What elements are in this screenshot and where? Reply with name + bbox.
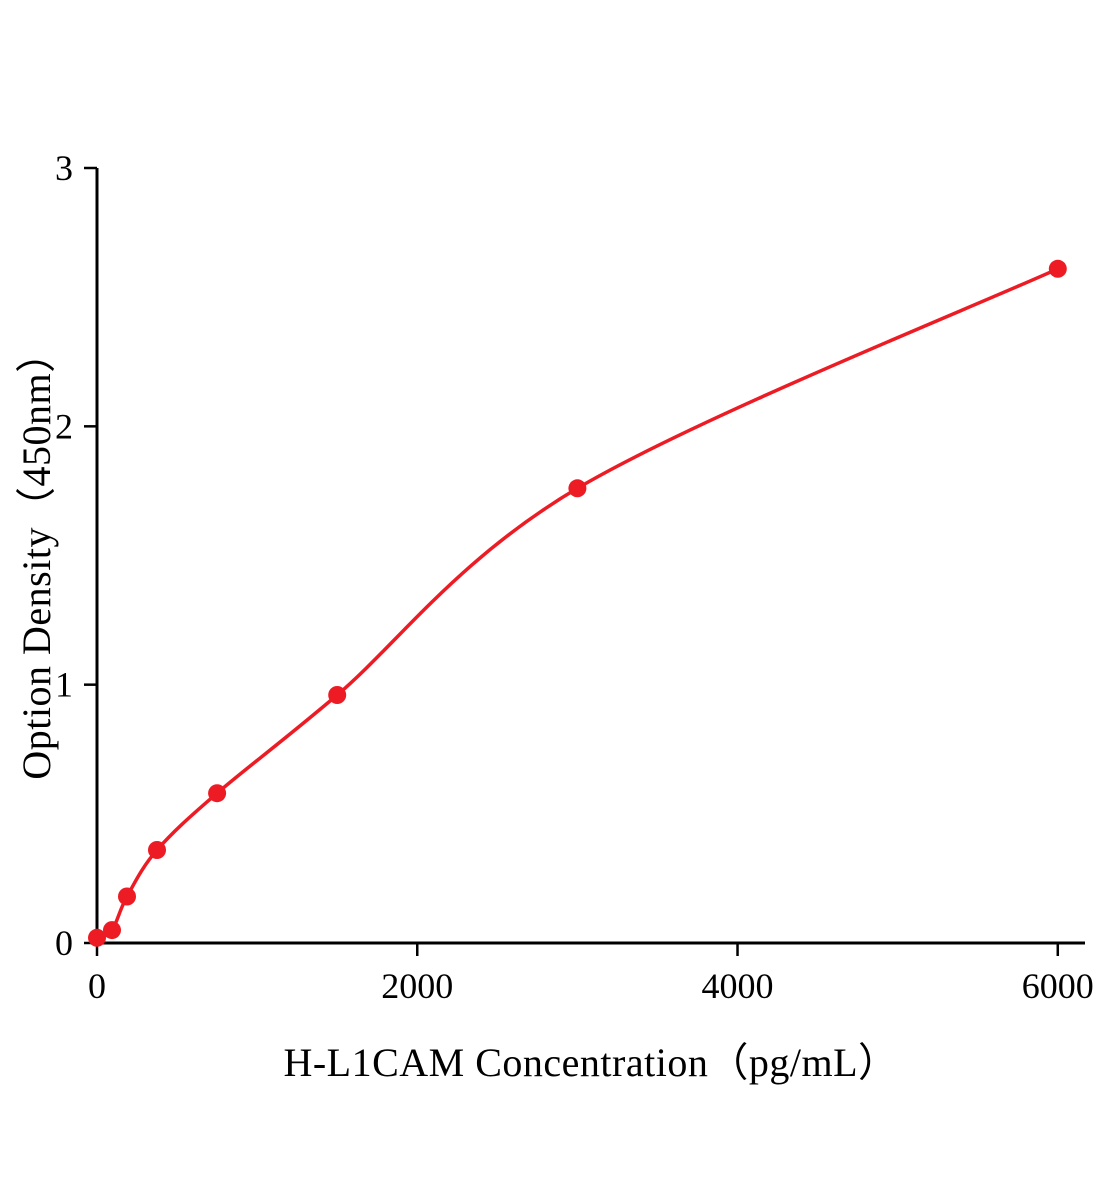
data-point [88,928,106,947]
y-tick-label: 2 [55,406,73,446]
data-point [103,921,121,940]
data-point [1048,259,1067,278]
data-point [568,479,587,498]
x-tick-label: 2000 [381,966,453,1006]
y-axis-label: Option Density（450nm） [14,332,59,780]
y-tick-label: 1 [55,665,73,705]
data-point [148,841,166,859]
x-tick-label: 4000 [702,966,774,1006]
x-tick-label: 6000 [1022,966,1094,1006]
fit-curve [95,267,1060,940]
y-tick-label: 3 [55,148,73,188]
data-point [118,887,136,906]
x-tick-label: 0 [88,966,106,1006]
y-tick-label: 0 [55,923,73,963]
data-point [208,784,227,803]
data-point [328,686,347,704]
x-axis-label: H-L1CAM Concentration（pg/mL） [283,1040,899,1085]
